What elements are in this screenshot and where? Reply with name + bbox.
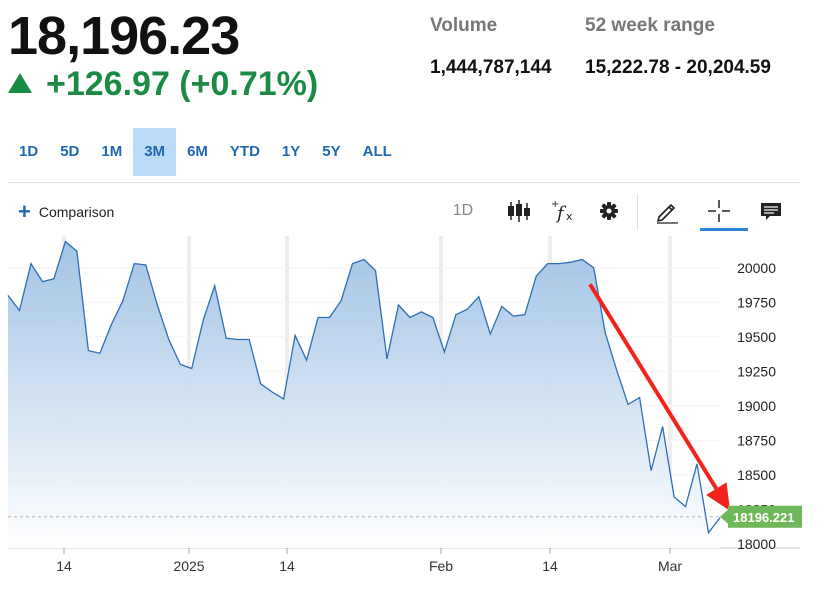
toolbar-divider (637, 194, 638, 230)
price-change-value: +126.97 (+0.71%) (46, 64, 319, 103)
y-axis: 1800018250185001875019000192501950019750… (737, 260, 776, 552)
last-value-pointer (720, 509, 728, 524)
chart-toolbar: + Comparison 1D + f x (0, 190, 840, 234)
y-tick-label: 18750 (737, 432, 776, 448)
y-tick-label: 19000 (737, 398, 776, 414)
x-tick-label: 14 (279, 558, 295, 574)
x-tick-label: Feb (429, 558, 453, 574)
last-value-text: 18196.221 (733, 510, 794, 525)
volume-value: 1,444,787,144 (430, 57, 552, 78)
y-tick-label: 19500 (737, 329, 776, 345)
price-chart[interactable]: 1800018250185001875019000192501950019750… (0, 236, 840, 591)
arrow-shaft (588, 283, 719, 490)
arrow-head (706, 482, 730, 511)
function-icon[interactable]: + f x (550, 196, 576, 226)
comparison-button[interactable]: + Comparison (18, 199, 115, 224)
x-axis: 14 2025 14 Feb 14 Mar (56, 548, 682, 574)
price-line (7, 240, 721, 535)
range-value: 15,222.78 - 20,204.59 (585, 57, 771, 78)
x-tick-label: 14 (56, 558, 72, 574)
x-tick-label: 14 (542, 558, 558, 574)
range-selector: 1D 5D 1M 3M 6M YTD 1Y 5Y ALL (8, 128, 403, 176)
plus-icon: + (18, 199, 31, 224)
volume-stat: Volume 1,444,787,144 (430, 14, 552, 80)
red-arrow-annotation (588, 283, 730, 511)
up-triangle-icon (8, 73, 32, 93)
y-tick-label: 18000 (737, 536, 776, 552)
range-6m-button[interactable]: 6M (187, 143, 208, 160)
x-tick-label: Mar (658, 558, 682, 574)
svg-text:+: + (551, 199, 559, 210)
range-5d-button[interactable]: 5D (60, 143, 80, 160)
last-price: 18,196.23 (8, 6, 240, 66)
candlestick-icon[interactable] (506, 196, 532, 226)
price-area-fill (8, 241, 720, 548)
range-ytd-button[interactable]: YTD (229, 143, 260, 160)
divider (8, 182, 800, 183)
range-5y-button[interactable]: 5Y (322, 143, 341, 160)
y-tick-label: 18500 (737, 467, 776, 483)
range-label: 52 week range (585, 15, 715, 36)
crosshair-icon[interactable] (706, 196, 732, 226)
active-tool-indicator (700, 228, 748, 231)
comparison-label: Comparison (38, 204, 115, 220)
range-1y-button[interactable]: 1Y (281, 143, 301, 160)
y-tick-label: 19250 (737, 363, 776, 379)
y-tick-label: 19750 (737, 294, 776, 310)
x-tick-label: 2025 (173, 558, 204, 574)
interval-button[interactable]: 1D (452, 202, 474, 219)
last-value-badge (728, 505, 802, 528)
price-change: +126.97 (+0.71%) (8, 64, 318, 104)
last-value-label: 18196.221 (720, 505, 802, 528)
range-stat: 52 week range 15,222.78 - 20,204.59 (585, 14, 771, 80)
y-tick-label: 20000 (737, 260, 776, 276)
volume-label: Volume (430, 15, 498, 36)
pencil-icon[interactable] (654, 196, 680, 226)
range-all-button[interactable]: ALL (362, 143, 392, 160)
gear-icon[interactable] (597, 196, 621, 226)
comment-icon[interactable] (758, 196, 784, 226)
svg-text:x: x (566, 210, 573, 223)
range-1m-button[interactable]: 1M (101, 143, 123, 160)
range-1d-button[interactable]: 1D (19, 143, 39, 160)
range-3m-button[interactable]: 3M (133, 128, 177, 176)
